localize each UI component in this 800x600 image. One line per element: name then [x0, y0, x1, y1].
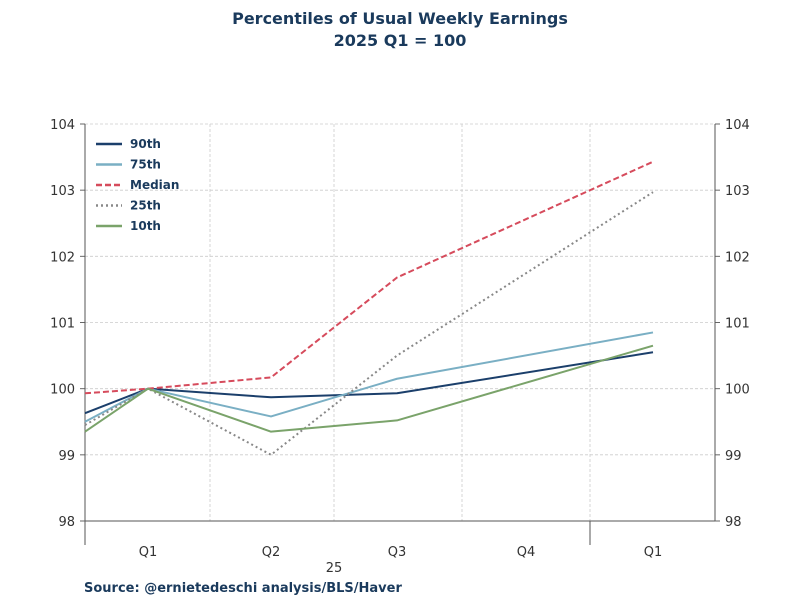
series-line-25th	[84, 191, 654, 456]
y-tick-label-left: 101	[50, 317, 75, 332]
y-tick-label-left: 103	[50, 184, 75, 199]
series-line-75th	[84, 331, 654, 423]
y-tick-label-right: 99	[725, 449, 742, 464]
x-tick-label: Q3	[388, 545, 407, 560]
y-tick-label-right: 102	[725, 250, 750, 265]
series-line-10th	[84, 344, 654, 433]
y-tick-label-right: 98	[725, 515, 742, 530]
y-tick-label-right: 104	[725, 118, 750, 133]
chart-title: Percentiles of Usual Weekly Earnings 202…	[0, 8, 800, 52]
y-tick-label-left: 98	[58, 515, 75, 530]
source-note: Source: @ernietedeschi analysis/BLS/Have…	[84, 581, 402, 596]
x-tick-label: Q1	[139, 545, 158, 560]
chart-title-main: Percentiles of Usual Weekly Earnings	[232, 9, 568, 28]
y-tick-label-left: 100	[50, 383, 75, 398]
grid-lines	[85, 123, 715, 522]
axes: 98 98 99 99 100 100 101 101 102 102 103 103 104 104 Q1…	[50, 118, 750, 576]
y-tick-label-left: 99	[58, 449, 75, 464]
chart-subtitle: 2025 Q1 = 100	[333, 31, 467, 50]
series-line-90th	[84, 351, 654, 415]
y-tick-label-right: 103	[725, 184, 750, 199]
x-tick-label: Q2	[262, 545, 281, 560]
legend: 90th 75th Median 25th 10th	[96, 137, 179, 233]
legend-label-median: Median	[130, 178, 179, 192]
y-tick-label-right: 101	[725, 317, 750, 332]
x-year-label: 25	[326, 561, 343, 576]
y-tick-label-right: 100	[725, 383, 750, 398]
legend-label-75th: 75th	[130, 158, 161, 172]
y-tick-label-left: 104	[50, 118, 75, 133]
legend-label-10th: 10th	[130, 219, 161, 233]
legend-label-25th: 25th	[130, 199, 161, 213]
x-tick-label: Q1	[644, 545, 663, 560]
y-tick-label-left: 102	[50, 250, 75, 265]
x-tick-label: Q4	[517, 545, 536, 560]
series-lines	[84, 160, 654, 456]
legend-label-90th: 90th	[130, 137, 161, 151]
series-line-median	[84, 160, 654, 395]
